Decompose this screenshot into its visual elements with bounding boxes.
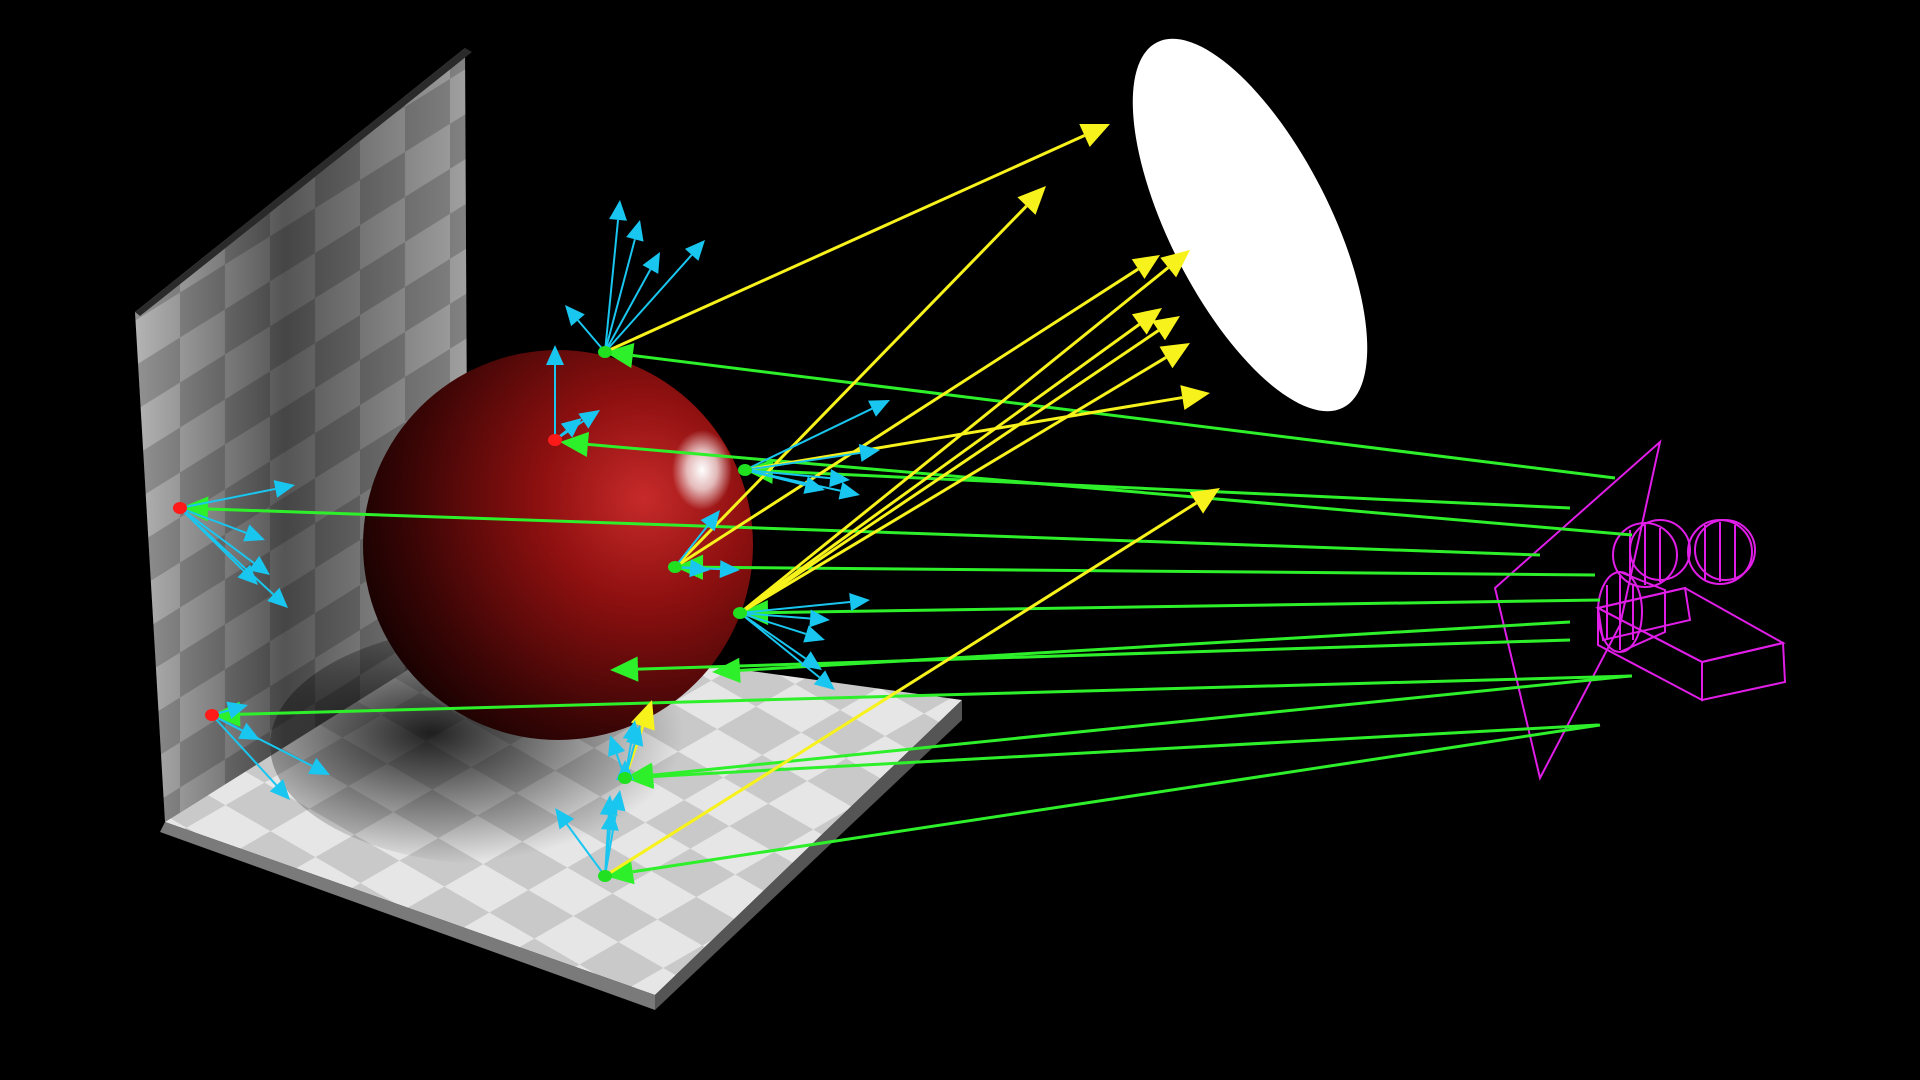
secondary-ray <box>604 240 705 353</box>
lit-hit-point <box>733 607 747 619</box>
secondary-ray <box>555 808 606 877</box>
camera-icon <box>1493 439 1787 781</box>
rays-layer <box>179 124 1633 885</box>
lit-hit-point <box>738 464 752 476</box>
shadow-ray <box>673 186 1046 569</box>
secondary-ray <box>179 507 265 542</box>
lit-hit-point <box>668 561 682 573</box>
camera-ray <box>745 458 1571 510</box>
lit-hit-point <box>598 346 612 358</box>
secondary-ray <box>179 480 295 509</box>
camera-ray <box>610 638 1571 682</box>
shadow-ray <box>604 124 1110 354</box>
shadow-ray <box>739 343 1190 615</box>
secondary-ray <box>546 345 564 440</box>
camera-ray <box>625 723 1599 790</box>
secondary-ray <box>211 714 290 800</box>
secondary-ray <box>739 612 835 690</box>
secondary-ray <box>604 252 660 353</box>
shadow-ray <box>739 250 1190 615</box>
secondary-ray <box>179 507 270 575</box>
lit-hit-point <box>598 870 612 882</box>
shadow-ray <box>674 255 1160 569</box>
shadowed-hit-point <box>548 434 562 446</box>
camera-ray <box>740 598 1601 626</box>
secondary-ray <box>604 790 626 877</box>
hit-points-layer <box>173 346 752 882</box>
secondary-ray <box>744 469 825 494</box>
camera-ray <box>605 723 1601 885</box>
red-sphere <box>363 350 753 740</box>
secondary-ray <box>739 609 830 628</box>
area-light <box>1132 38 1368 412</box>
shadow-ray <box>604 488 1220 878</box>
secondary-ray <box>604 200 627 353</box>
camera-ray <box>560 431 1633 537</box>
secondary-ray <box>739 593 870 614</box>
secondary-ray <box>565 305 606 353</box>
shadow-ray <box>739 316 1180 615</box>
lit-hit-point <box>618 772 632 784</box>
shadowed-hit-point <box>173 502 187 514</box>
secondary-ray <box>674 510 720 568</box>
shadow-ray <box>744 385 1210 472</box>
secondary-ray <box>739 612 825 643</box>
secondary-ray <box>744 400 890 471</box>
camera-ray <box>605 342 1616 480</box>
secondary-ray <box>604 220 644 353</box>
secondary-ray <box>179 507 258 585</box>
shadowed-hit-point <box>205 709 219 721</box>
secondary-ray <box>744 469 850 488</box>
shadow-ray <box>739 308 1162 615</box>
secondary-ray <box>744 444 880 471</box>
